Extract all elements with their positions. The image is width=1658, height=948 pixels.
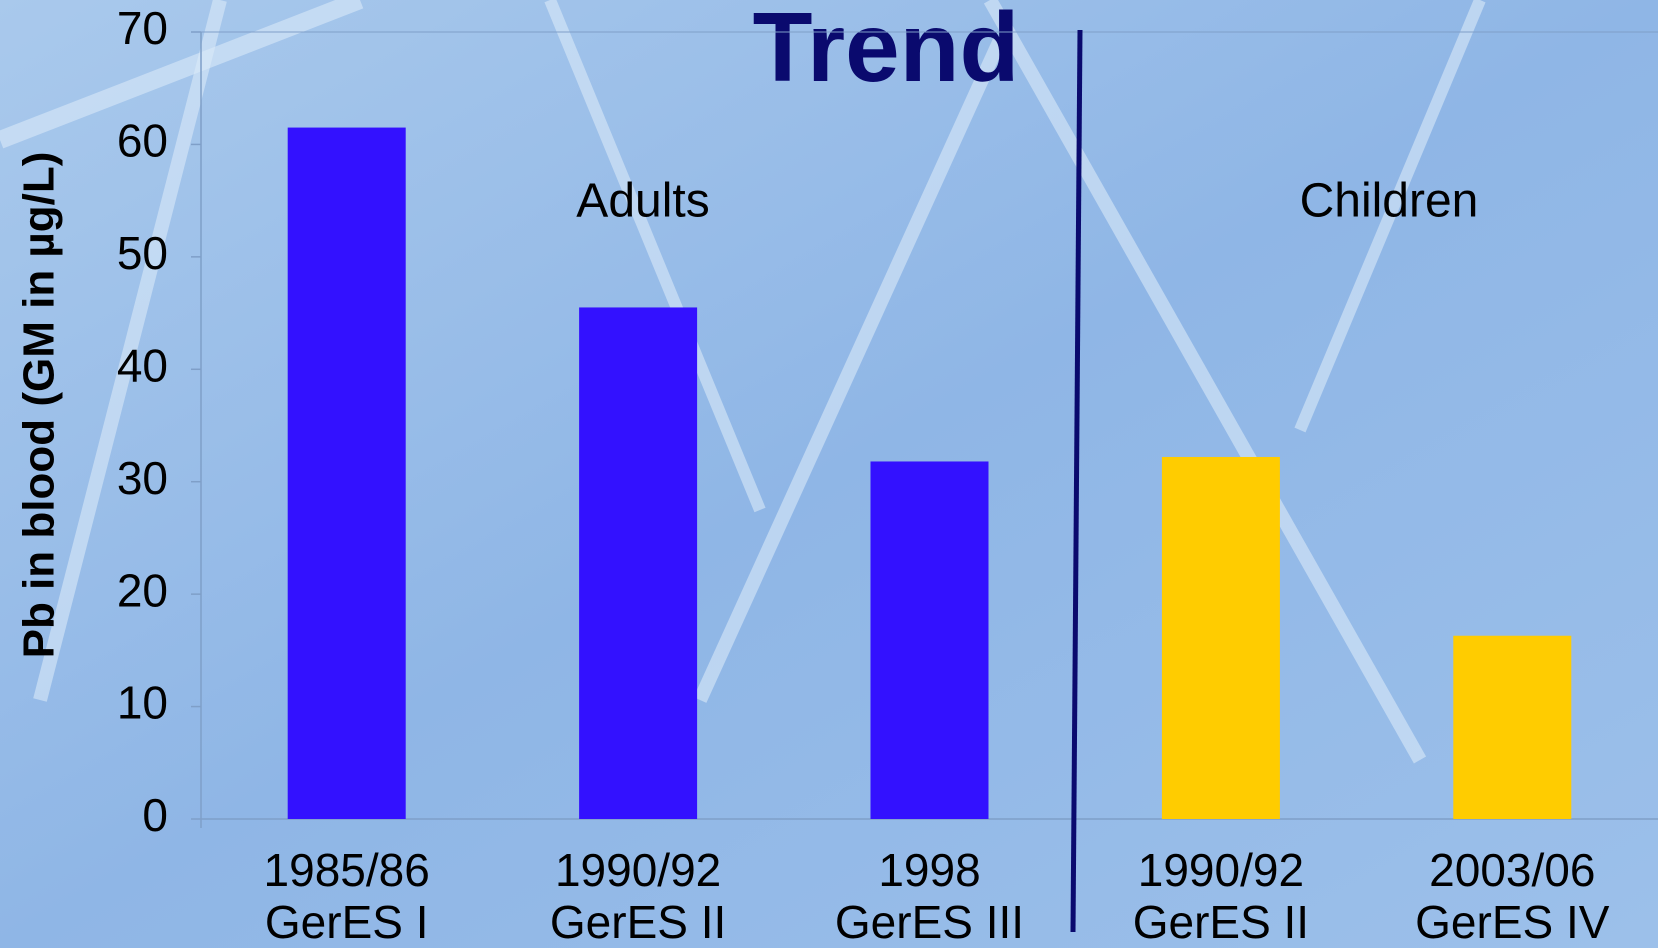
- y-tick-label: 70: [117, 2, 168, 54]
- bar: [1161, 456, 1280, 819]
- y-tick-label: 30: [117, 452, 168, 504]
- group-divider: [1070, 29, 1083, 933]
- bar: [870, 461, 989, 819]
- chart-title: Trend: [753, 0, 1020, 102]
- background-streaks: [0, 0, 1486, 764]
- y-tick-label: 40: [117, 339, 168, 391]
- bar: [287, 127, 406, 820]
- annotation: Adults: [576, 175, 709, 228]
- y-tick-label: 60: [117, 115, 168, 167]
- y-axis-label: Pb in blood (GM in µg/L): [15, 152, 64, 659]
- bar: [579, 307, 698, 819]
- x-tick-label: GerES III: [835, 896, 1024, 948]
- bar: [1453, 635, 1572, 819]
- y-tick-label: 0: [142, 789, 168, 841]
- x-tick-label: GerES I: [265, 896, 429, 948]
- x-tick-label: 2003/06: [1429, 844, 1595, 896]
- y-tick-label: 50: [117, 227, 168, 279]
- y-tick-label: 20: [117, 564, 168, 616]
- x-tick-label: 1990/92: [555, 844, 721, 896]
- x-tick-label: 1985/86: [264, 844, 430, 896]
- x-tick-label: GerES II: [550, 896, 726, 948]
- x-tick-label: 1990/92: [1138, 844, 1304, 896]
- x-tick-label: 1998: [878, 844, 980, 896]
- y-tick-label: 10: [117, 677, 168, 729]
- x-tick-label: GerES IV: [1415, 896, 1610, 948]
- annotation: Children: [1300, 175, 1479, 228]
- x-tick-label: GerES II: [1133, 896, 1309, 948]
